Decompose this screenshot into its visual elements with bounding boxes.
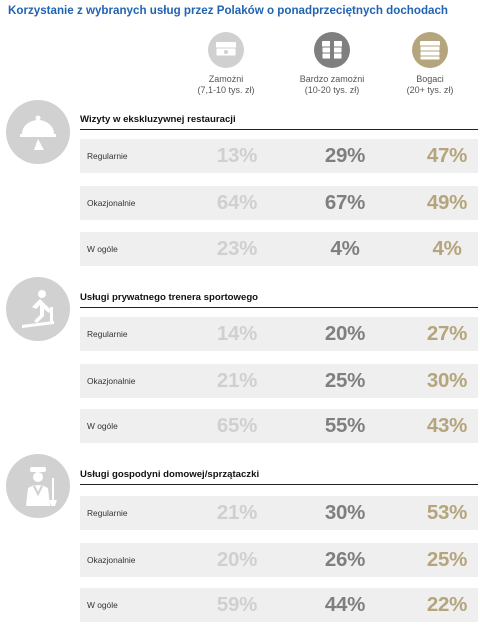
row-label: Okazjonalnie bbox=[87, 555, 136, 565]
row-label: Okazjonalnie bbox=[87, 376, 136, 386]
table-row: W ogóle 59% 44% 22% bbox=[80, 588, 478, 622]
value-zamozni: 21% bbox=[216, 369, 258, 392]
row-label: Regularnie bbox=[87, 151, 128, 161]
table-row: Okazjonalnie 20% 26% 25% bbox=[80, 543, 478, 577]
value-bardzo-zamozni: 25% bbox=[324, 369, 366, 392]
chart-title: Korzystanie z wybranych usług przez Pola… bbox=[8, 4, 449, 17]
value-bogaci: 27% bbox=[426, 322, 468, 345]
value-bogaci: 4% bbox=[432, 237, 462, 260]
value-bogaci: 30% bbox=[426, 369, 468, 392]
column-header-bogaci: Bogaci (20+ tys. zł) bbox=[380, 32, 480, 96]
section-title: Wizyty w ekskluzywnej restauracji bbox=[80, 114, 236, 125]
value-bogaci: 53% bbox=[426, 501, 468, 524]
column-name: Bardzo zamożni bbox=[299, 74, 365, 84]
section-title: Usługi prywatnego trenera sportowego bbox=[80, 292, 259, 303]
table-row: W ogóle 23% 4% 4% bbox=[80, 232, 478, 266]
value-zamozni: 21% bbox=[216, 501, 258, 524]
banknote-stack-icon bbox=[208, 32, 244, 68]
value-bogaci: 43% bbox=[426, 414, 468, 437]
value-zamozni: 59% bbox=[216, 593, 258, 616]
section-divider bbox=[80, 307, 478, 308]
value-bogaci: 49% bbox=[426, 191, 468, 214]
value-zamozni: 65% bbox=[216, 414, 258, 437]
housekeeper-icon bbox=[6, 454, 70, 518]
value-bardzo-zamozni: 67% bbox=[324, 191, 366, 214]
value-bardzo-zamozni: 44% bbox=[324, 593, 366, 616]
value-bardzo-zamozni: 30% bbox=[324, 501, 366, 524]
column-income-range: (10-20 tys. zł) bbox=[304, 85, 360, 95]
value-bogaci: 22% bbox=[426, 593, 468, 616]
column-header-bardzo-zamozni: Bardzo zamożni (10-20 tys. zł) bbox=[282, 32, 382, 96]
row-label: W ogóle bbox=[87, 421, 118, 431]
value-bardzo-zamozni: 20% bbox=[324, 322, 366, 345]
value-zamozni: 64% bbox=[216, 191, 258, 214]
row-label: W ogóle bbox=[87, 244, 118, 254]
row-label: W ogóle bbox=[87, 600, 118, 610]
value-zamozni: 13% bbox=[216, 144, 258, 167]
table-row: Regularnie 21% 30% 53% bbox=[80, 496, 478, 530]
row-label: Regularnie bbox=[87, 329, 128, 339]
table-row: Regularnie 13% 29% 47% bbox=[80, 139, 478, 173]
money-pile-icon bbox=[412, 32, 448, 68]
column-header-zamozni: Zamożni (7,1-10 tys. zł) bbox=[176, 32, 276, 96]
value-zamozni: 20% bbox=[216, 548, 258, 571]
value-bardzo-zamozni: 55% bbox=[324, 414, 366, 437]
table-row: Okazjonalnie 64% 67% 49% bbox=[80, 186, 478, 220]
section-divider bbox=[80, 484, 478, 485]
table-row: W ogóle 65% 55% 43% bbox=[80, 409, 478, 443]
value-bardzo-zamozni: 26% bbox=[324, 548, 366, 571]
value-zamozni: 14% bbox=[216, 322, 258, 345]
table-row: Okazjonalnie 21% 25% 30% bbox=[80, 364, 478, 398]
banknote-bundle-icon bbox=[314, 32, 350, 68]
section-title: Usługi gospodyni domowej/sprzątaczki bbox=[80, 469, 260, 480]
column-name: Zamożni bbox=[208, 74, 244, 84]
value-bardzo-zamozni: 29% bbox=[324, 144, 366, 167]
row-label: Regularnie bbox=[87, 508, 128, 518]
value-bardzo-zamozni: 4% bbox=[330, 237, 360, 260]
value-bogaci: 47% bbox=[426, 144, 468, 167]
waiter-cloche-icon bbox=[6, 100, 70, 164]
column-income-range: (20+ tys. zł) bbox=[406, 85, 454, 95]
value-bogaci: 25% bbox=[426, 548, 468, 571]
section-divider bbox=[80, 129, 478, 130]
column-name: Bogaci bbox=[416, 74, 444, 84]
value-zamozni: 23% bbox=[216, 237, 258, 260]
row-label: Okazjonalnie bbox=[87, 198, 136, 208]
treadmill-runner-icon bbox=[6, 277, 70, 341]
table-row: Regularnie 14% 20% 27% bbox=[80, 317, 478, 351]
column-income-range: (7,1-10 tys. zł) bbox=[197, 85, 255, 95]
